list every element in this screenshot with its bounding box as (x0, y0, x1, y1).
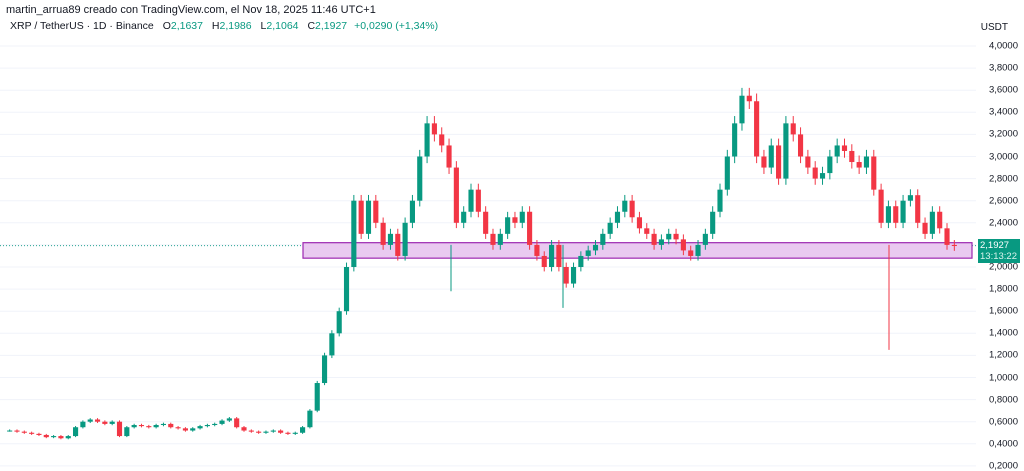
open-value: 2,1637 (170, 20, 203, 32)
axis-tick: 3,2000 (988, 128, 1018, 140)
axis-tick: 2,8000 (988, 173, 1018, 185)
axis-tick: 0,4000 (988, 438, 1018, 450)
change-value: +0,0290 (+1,34%) (354, 20, 439, 32)
axis-tick: 3,8000 (988, 62, 1018, 74)
low-value: 2,1064 (266, 20, 299, 32)
axis-tick: 1,4000 (988, 327, 1018, 339)
countdown: 13:13:22 (980, 251, 1017, 262)
axis-tick: 2,4000 (988, 217, 1018, 229)
watermark: martin_arrua89 creado con TradingView.co… (6, 4, 376, 16)
axis-tick: 4,0000 (988, 40, 1018, 52)
axis-tick: 0,8000 (988, 394, 1018, 406)
axis-tick: 0,2000 (988, 460, 1018, 471)
axis-tick: 3,0000 (988, 151, 1018, 162)
close-value: 2,1927 (315, 20, 348, 32)
candlestick-plot[interactable] (0, 0, 976, 470)
currency-unit[interactable]: USDT (980, 22, 1008, 33)
axis-tick: 1,2000 (988, 349, 1018, 361)
axis-tick: 2,6000 (988, 195, 1018, 207)
high-value: 2,1986 (219, 20, 252, 32)
price-axis[interactable]: USDT 4,0000 3,8000 3,6000 3,4000 3,2000 3,000… (976, 0, 1024, 471)
symbol-legend: XRP / TetherUS · 1D · Binance O2,1637 H2… (10, 20, 439, 32)
axis-tick: 0,6000 (988, 416, 1018, 428)
axis-tick: 3,4000 (988, 106, 1018, 118)
current-price-tag: 2,1927 13:13:22 (978, 239, 1020, 263)
symbol-title[interactable]: XRP / TetherUS · 1D · Binance (10, 20, 154, 32)
axis-tick: 1,6000 (988, 305, 1018, 317)
axis-tick: 1,8000 (988, 283, 1018, 295)
axis-tick: 1,0000 (988, 372, 1018, 383)
axis-tick: 3,6000 (988, 84, 1018, 96)
axis-tick: 2,0000 (988, 261, 1018, 273)
